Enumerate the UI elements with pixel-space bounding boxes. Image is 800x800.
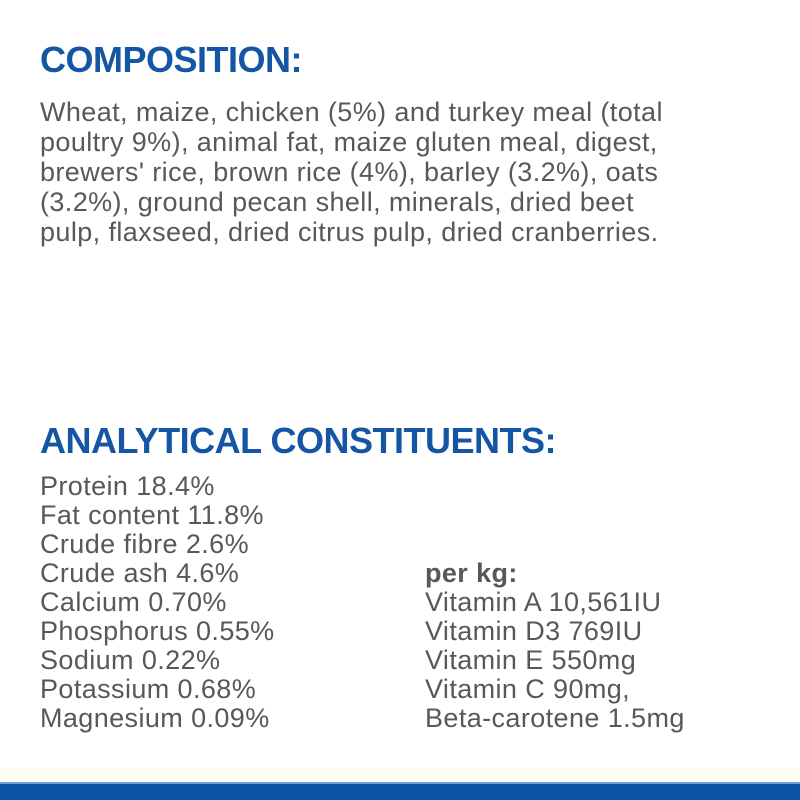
nutrient-row-protein: Protein 18.4%: [40, 471, 215, 501]
composition-line: Wheat, maize, chicken (5%) and turkey me…: [40, 97, 663, 127]
nutrient-row-potassium: Potassium 0.68%: [40, 674, 257, 704]
analytical-left-column: Protein 18.4% Fat content 11.8% Crude fi…: [40, 472, 275, 733]
bottom-brand-bar: [0, 782, 800, 800]
nutrient-row-vitamin-d3: Vitamin D3 769IU: [425, 616, 643, 646]
nutrient-row-crude-fibre: Crude fibre 2.6%: [40, 529, 250, 559]
per-kg-header: per kg:: [425, 558, 518, 588]
nutrient-row-crude-ash: Crude ash 4.6%: [40, 558, 240, 588]
nutrient-row-vitamin-a: Vitamin A 10,561IU: [425, 587, 662, 617]
composition-heading: COMPOSITION:: [40, 39, 303, 80]
nutrient-row-phosphorus: Phosphorus 0.55%: [40, 616, 275, 646]
composition-text: Wheat, maize, chicken (5%) and turkey me…: [40, 97, 663, 247]
nutrient-row-vitamin-e: Vitamin E 550mg: [425, 645, 637, 675]
composition-line: brewers' rice, brown rice (4%), barley (…: [40, 157, 659, 187]
analytical-right-column: per kg: Vitamin A 10,561IU Vitamin D3 76…: [425, 559, 685, 733]
analytical-constituents-heading: ANALYTICAL CONSTITUENTS:: [40, 420, 557, 461]
nutrient-row-sodium: Sodium 0.22%: [40, 645, 221, 675]
nutrient-row-fat: Fat content 11.8%: [40, 500, 264, 530]
composition-line: poultry 9%), animal fat, maize gluten me…: [40, 127, 658, 157]
nutrient-row-vitamin-c: Vitamin C 90mg,: [425, 674, 631, 704]
composition-line: (3.2%), ground pecan shell, minerals, dr…: [40, 187, 635, 217]
composition-line: pulp, flaxseed, dried citrus pulp, dried…: [40, 217, 659, 247]
nutrient-row-beta-carotene: Beta-carotene 1.5mg: [425, 703, 685, 733]
nutrient-row-magnesium: Magnesium 0.09%: [40, 703, 270, 733]
label-edge-band: [0, 769, 800, 782]
nutrient-row-calcium: Calcium 0.70%: [40, 587, 227, 617]
